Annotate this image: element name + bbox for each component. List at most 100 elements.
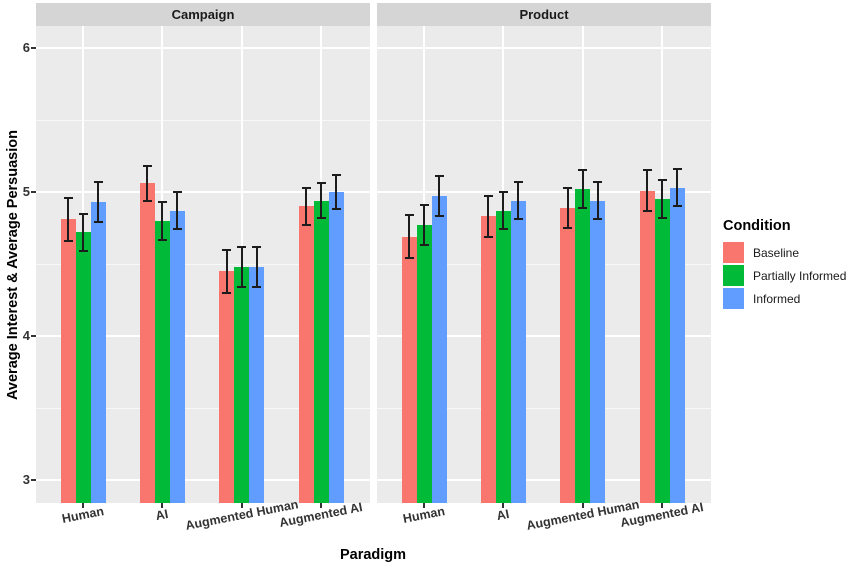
error-bar-cap-bottom [563,227,573,229]
error-bar-line [146,166,149,201]
error-bar-line [82,213,84,252]
bar-campaign-augmented-human-partially-informed [234,266,250,503]
bar-campaign-ai-informed [169,210,185,503]
error-bar-cap-bottom [252,286,262,289]
facet-strip-label: Campaign [171,7,235,22]
gridline-minor [377,264,711,265]
error-bar-cap-top [672,167,682,170]
legend-title: Condition [723,218,791,234]
error-bar-cap-bottom [331,208,341,211]
x-tick-mark [581,503,584,508]
error-bar-line [240,246,243,288]
bar-product-augmented-ai-baseline [639,190,655,503]
facet-panel-product [377,26,711,503]
legend-items: Baseline Partially Informed Informed [723,242,850,309]
bar-product-human-informed [431,196,447,503]
error-bar-cap-bottom [93,221,103,224]
bar-product-human-baseline [401,236,417,503]
y-tick-label: 5 [22,184,30,199]
x-tick-mark [240,503,243,508]
error-bar-line [661,180,663,218]
error-bar-cap-top [419,203,429,206]
error-bar-cap-bottom [498,228,508,231]
x-tick-mark [661,503,663,508]
error-bar-cap-bottom [301,224,311,227]
error-bar-cap-bottom [642,209,652,212]
error-bar-line [423,204,425,246]
error-bar-cap-top [172,191,182,193]
gridline-major [377,47,711,49]
bar-campaign-ai-partially-informed [154,220,170,503]
bar-campaign-human-partially-informed [75,232,91,503]
gridline-minor [36,120,370,121]
legend-item-partially-informed: Partially Informed [723,265,850,286]
error-bar-line [335,174,337,210]
bar-campaign-human-baseline [60,219,76,503]
bar-campaign-ai-baseline [139,183,155,503]
bar-product-augmented-human-partially-informed [575,189,591,503]
error-bar-line [305,187,307,226]
y-tick-label: 6 [22,40,30,55]
error-bar-cap-top [434,175,444,178]
error-bar-line [646,170,648,211]
gridline-minor [377,408,711,409]
error-bar-cap-top [593,180,603,183]
bar-product-augmented-human-baseline [560,207,576,503]
gridline-minor [36,408,370,409]
x-tick-mark [82,503,84,508]
error-bar-cap-bottom [316,216,326,219]
error-bar-cap-bottom [157,238,167,241]
error-bar-cap-bottom [63,239,73,242]
bar-product-ai-informed [510,200,526,503]
legend-label: Informed [753,291,801,306]
error-bar-line [255,246,258,288]
gridline-major [377,335,711,337]
bar-campaign-human-informed [90,202,106,503]
error-bar-cap-top [78,212,88,215]
legend-key-swatch [723,242,744,263]
error-bar-line [176,192,179,230]
legend-item-informed: Informed [723,288,850,309]
error-bar-cap-bottom [513,218,523,221]
error-bar-cap-top [157,201,167,204]
error-bar-cap-bottom [657,216,667,219]
error-bar-cap-top [498,191,508,193]
error-bar-cap-bottom [483,235,493,238]
error-bar-cap-top [578,169,588,172]
gridline-major [36,47,370,49]
bar-campaign-augmented-ai-partially-informed [313,200,329,503]
error-bar-line [67,197,69,241]
error-bar-cap-top [404,214,414,217]
facet-strip-product: Product [377,3,711,26]
gridline-major [377,191,711,193]
legend-label: Partially Informed [753,268,847,283]
gridline-major [36,191,370,193]
bar-campaign-augmented-human-informed [249,266,265,503]
bar-product-ai-partially-informed [495,210,511,503]
error-bar-line [408,215,410,259]
error-bar-line [97,181,99,223]
x-tick-mark [423,503,425,508]
error-bar-line [487,196,490,237]
error-bar-cap-top [222,248,232,251]
bar-campaign-augmented-ai-baseline [298,206,314,503]
error-bar-line [161,202,164,240]
error-bar-line [596,181,599,220]
x-tick-mark [502,503,505,508]
y-tick-label: 3 [22,472,30,487]
y-tick-mark [31,479,36,481]
legend-label: Baseline [753,245,800,260]
x-axis-title: Paradigm [339,547,407,563]
facet-strip-campaign: Campaign [36,3,370,26]
bar-campaign-augmented-human-baseline [219,271,235,503]
error-bar-cap-top [483,195,493,198]
error-bar-cap-top [301,186,311,189]
gridline-major [36,479,370,481]
error-bar-cap-bottom [78,250,88,253]
x-tick-mark [320,503,322,508]
error-bar-cap-bottom [237,286,247,289]
y-tick-mark [31,191,36,193]
error-bar-cap-top [563,186,573,189]
error-bar-cap-top [63,196,73,199]
